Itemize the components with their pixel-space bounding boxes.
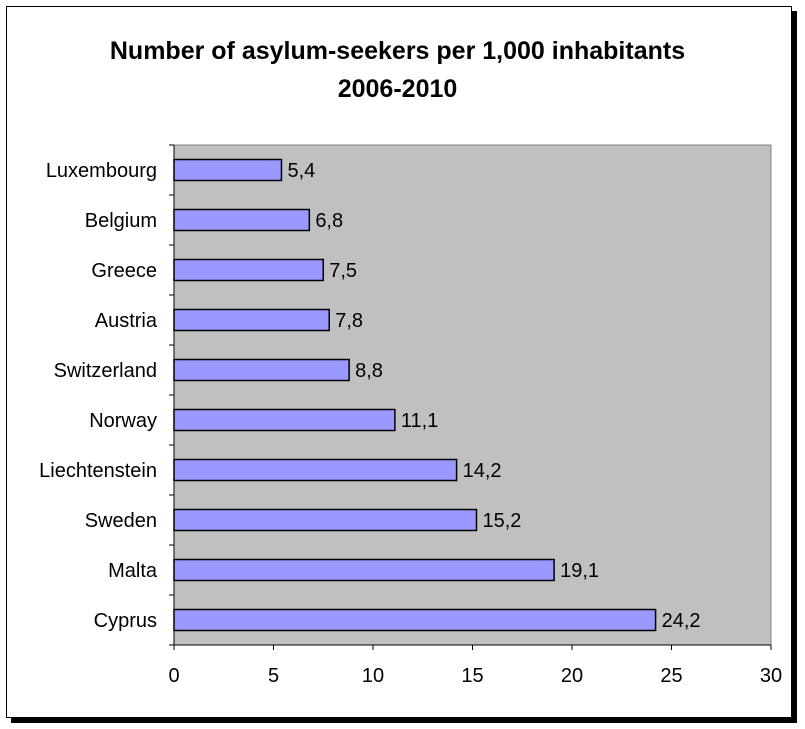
data-label: 8,8 [355,360,383,382]
y-tick-label: Norway [89,410,157,432]
bar-cyprus [173,608,657,632]
y-tick-label: Malta [108,560,158,582]
data-label: 24,2 [662,610,701,632]
data-label: 7,8 [335,310,363,332]
bar-greece [173,258,324,282]
data-label: 5,4 [287,160,315,182]
data-label: 6,8 [315,210,343,232]
y-tick-label: Switzerland [54,360,157,382]
y-tick-label: Austria [95,310,158,332]
y-tick-label: Cyprus [94,610,157,632]
y-tick-label: Luxembourg [46,160,157,182]
data-label: 15,2 [482,510,521,532]
x-tick-label: 20 [561,665,583,687]
data-label: 7,5 [329,260,357,282]
x-tick-label: 0 [168,665,179,687]
bar-belgium [173,208,311,232]
bar-norway [173,408,396,432]
x-tick-label: 30 [760,665,782,687]
data-label: 19,1 [560,560,599,582]
bar-luxembourg [173,158,283,182]
y-tick-label: Belgium [85,210,157,232]
bar-switzerland [173,358,350,382]
y-tick-label: Greece [91,260,157,282]
data-label: 11,1 [401,410,438,432]
x-tick-label: 10 [362,665,384,687]
x-tick-label: 5 [268,665,279,687]
chart-title: Number of asylum-seekers per 1,000 inhab… [109,37,686,103]
x-tick-label: 15 [461,665,483,687]
y-tick-label: Liechtenstein [39,460,157,482]
bar-liechtenstein [173,458,458,482]
x-tick-label: 25 [660,665,682,687]
y-tick-label: Sweden [85,510,157,532]
data-label: 14,2 [463,460,502,482]
bar-austria [173,308,330,332]
bar-malta [173,558,555,582]
bar-sweden [173,508,478,532]
